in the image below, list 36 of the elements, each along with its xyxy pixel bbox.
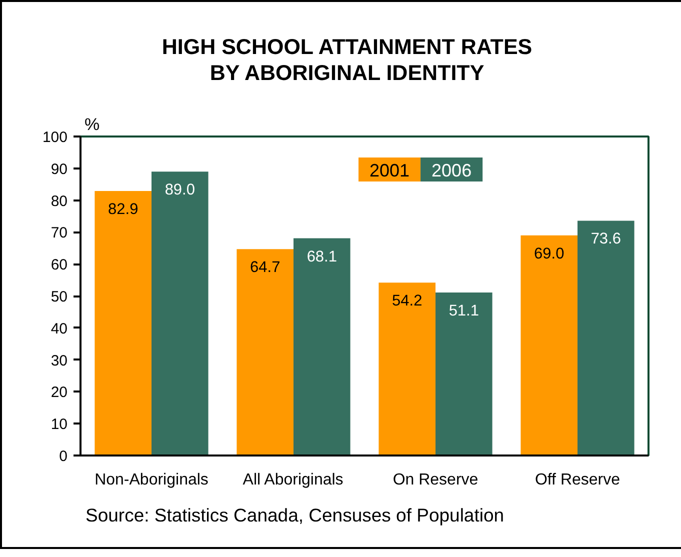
- text: 2001: [370, 160, 410, 180]
- data-label: 64.7: [250, 259, 280, 276]
- y-tick-label: 80: [50, 192, 68, 210]
- data-label: 54.2: [392, 292, 422, 310]
- y-tick-label: 10: [50, 416, 68, 434]
- bar: [578, 220, 634, 456]
- x-tick-label: Off Reserve: [534, 472, 620, 488]
- y-tick-label: 20: [50, 384, 68, 402]
- y-tick-label: 50: [50, 288, 68, 306]
- data-label: 68.1: [306, 248, 337, 266]
- data-label: 69.0: [534, 245, 565, 262]
- chart-title: HIGH SCHOOL ATTAINMENT RATES BY ABORIGINAL IDENTITY: [162, 34, 532, 86]
- y-tick-label: 40: [50, 320, 68, 338]
- y-tick-label: 90: [50, 160, 68, 178]
- x-tick-label: All Aboriginals: [242, 472, 344, 488]
- y-axis-title: %: [84, 115, 100, 134]
- y-tick-label: 0: [59, 448, 68, 465]
- data-label: 89.0: [164, 182, 196, 199]
- y-tick-label: 70: [50, 224, 68, 242]
- data-label: 51.1: [448, 302, 479, 320]
- bar: [152, 172, 208, 456]
- data-label: 82.9: [108, 201, 138, 218]
- x-tick-label: On Reserve: [392, 472, 478, 488]
- x-tick-label: Non-Aboriginals: [94, 472, 208, 488]
- y-tick-label: 30: [50, 352, 68, 370]
- data-label: 73.6: [590, 230, 621, 248]
- text: 2006: [432, 160, 472, 180]
- bar: [294, 238, 350, 456]
- bar: [94, 191, 152, 456]
- y-tick-label: 100: [42, 129, 68, 146]
- y-tick-label: 60: [50, 256, 68, 274]
- bar: [378, 282, 436, 456]
- bar: [520, 235, 578, 456]
- source-note: Source: Statistics Canada, Censuses of Population: [86, 504, 504, 526]
- bar: [236, 249, 294, 456]
- bar: [436, 292, 492, 456]
